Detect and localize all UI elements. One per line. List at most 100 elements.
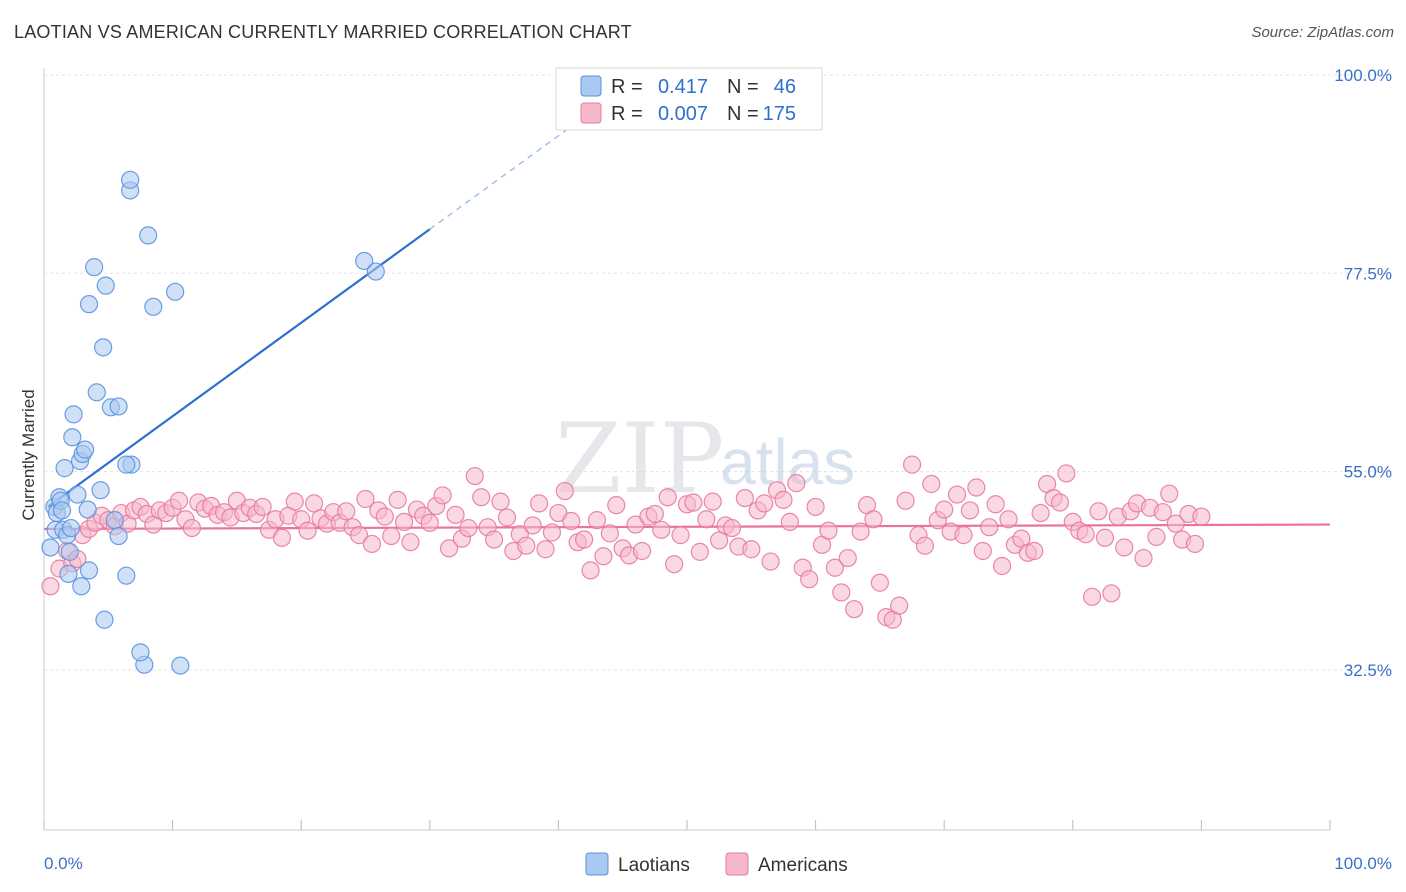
- american-point: [935, 500, 954, 519]
- american-point: [337, 502, 356, 521]
- american-point: [999, 510, 1018, 529]
- american-point: [1102, 584, 1121, 603]
- legend-n-value: 46: [774, 76, 796, 98]
- laotian-point: [68, 485, 87, 504]
- american-point: [787, 474, 806, 493]
- american-point: [536, 540, 555, 559]
- american-point: [947, 485, 967, 504]
- x-tick-label: 0.0%: [44, 854, 83, 873]
- american-point: [420, 513, 439, 532]
- american-point: [954, 526, 973, 545]
- american-point: [581, 561, 600, 580]
- laotian-point: [94, 338, 113, 357]
- american-point: [973, 541, 992, 561]
- x-tick-label: 100.0%: [1334, 854, 1392, 873]
- laotian-point: [121, 170, 140, 189]
- american-point: [41, 577, 60, 596]
- correlation-legend: R = 0.417 N = 46 R = 0.007 N = 175: [555, 67, 823, 131]
- american-point: [491, 492, 510, 511]
- american-point: [774, 490, 793, 509]
- american-point: [755, 494, 774, 513]
- american-point: [517, 536, 536, 555]
- american-point: [1192, 507, 1211, 526]
- laotian-point: [109, 397, 128, 416]
- laotian-point: [79, 295, 99, 314]
- american-point: [671, 526, 690, 545]
- laotian-point: [76, 440, 95, 459]
- american-point: [665, 555, 684, 574]
- american-point: [825, 558, 844, 577]
- american-point: [780, 512, 799, 532]
- laotian-point: [63, 428, 82, 447]
- x-tick-labels: 0.0% 100.0%: [44, 854, 1392, 873]
- american-point: [690, 542, 709, 561]
- american-point: [819, 521, 838, 540]
- american-point: [684, 493, 703, 512]
- american-point: [1095, 528, 1115, 547]
- laotian-point: [60, 542, 79, 561]
- american-point: [349, 526, 369, 545]
- american-point: [600, 524, 619, 543]
- american-point: [1025, 541, 1044, 561]
- laotian-point: [166, 282, 185, 301]
- american-point: [382, 526, 401, 546]
- american-point: [806, 497, 825, 517]
- laotian-points: [41, 170, 385, 675]
- american-point: [922, 474, 941, 494]
- american-point: [485, 530, 504, 549]
- laotian-point: [64, 405, 83, 424]
- american-point: [401, 533, 420, 552]
- y-tick-label: 55.0%: [1344, 463, 1392, 482]
- legend-label-laotians: Laotians: [618, 855, 690, 876]
- american-point: [722, 518, 742, 538]
- american-point: [710, 531, 729, 550]
- american-point: [575, 530, 594, 549]
- american-point: [845, 600, 864, 619]
- laotian-point: [52, 501, 72, 520]
- american-point: [356, 489, 375, 509]
- laotian-point: [78, 500, 97, 519]
- american-point: [838, 548, 857, 568]
- american-point: [497, 508, 517, 527]
- american-point: [1057, 464, 1076, 483]
- laotian-point: [79, 561, 99, 580]
- american-trend-line: [43, 523, 1331, 531]
- y-tick-label: 32.5%: [1344, 661, 1392, 680]
- american-point: [1160, 484, 1179, 503]
- american-point: [1076, 525, 1095, 544]
- laotian-point: [109, 526, 128, 546]
- american-point: [896, 491, 915, 510]
- legend-n-label: N =: [727, 76, 759, 98]
- american-point: [1166, 514, 1185, 533]
- american-point: [960, 501, 980, 520]
- american-point: [915, 536, 935, 555]
- laotian-point: [117, 455, 136, 474]
- y-tick-label: 100.0%: [1334, 66, 1392, 85]
- american-point: [433, 486, 452, 505]
- american-point: [472, 488, 491, 507]
- american-points: [41, 455, 1211, 629]
- american-point: [645, 504, 664, 524]
- american-point: [703, 492, 722, 511]
- american-point: [652, 520, 671, 539]
- american-point: [1147, 527, 1166, 546]
- american-point: [562, 511, 581, 531]
- american-point: [800, 570, 819, 589]
- laotian-point: [61, 518, 81, 538]
- american-point: [555, 481, 574, 501]
- laotian-point: [95, 610, 114, 629]
- laotian-point: [355, 251, 374, 271]
- american-point: [446, 505, 465, 524]
- legend-r-value: 0.417: [658, 76, 708, 98]
- american-point: [902, 455, 922, 474]
- american-point: [697, 510, 716, 529]
- y-tick-label: 77.5%: [1344, 264, 1392, 283]
- american-point: [459, 518, 478, 538]
- american-point: [761, 552, 780, 571]
- legend-n-label: N =: [727, 103, 759, 125]
- laotian-point: [85, 258, 104, 277]
- axes: [43, 68, 1331, 831]
- american-point: [1031, 503, 1050, 523]
- american-point: [182, 518, 201, 538]
